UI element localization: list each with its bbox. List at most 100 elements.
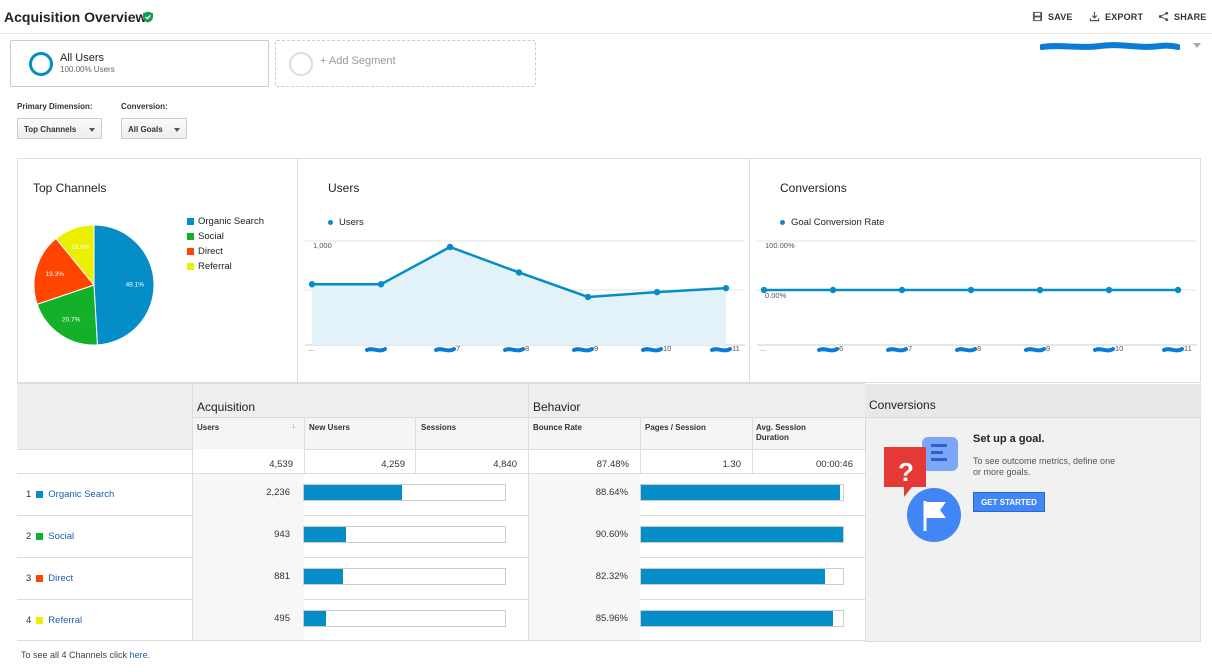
col-header-users[interactable]: Users	[197, 423, 220, 432]
col-header-bounce-rate[interactable]: Bounce Rate	[533, 423, 582, 432]
export-label: EXPORT	[1105, 11, 1144, 22]
x-tick-label: 9	[1046, 344, 1050, 353]
data-point[interactable]	[829, 286, 837, 294]
legend-swatch	[187, 233, 194, 240]
row-index: 3	[26, 573, 32, 584]
segment-empty-ring-icon	[289, 52, 313, 76]
pie-slice-social[interactable]	[36, 284, 98, 346]
bounce-rate-bar-fill	[641, 569, 826, 584]
legend-label: Social	[198, 231, 224, 242]
share-button[interactable]: SHARE	[1158, 11, 1207, 22]
row-users: 495	[274, 613, 290, 624]
total-bounce-rate: 87.48%	[596, 459, 629, 470]
row-users: 881	[274, 571, 290, 582]
date-range-caret-icon[interactable]	[1193, 43, 1201, 48]
legend-swatch	[187, 218, 194, 225]
channel-link[interactable]: Direct	[48, 573, 74, 584]
legend-item: Direct	[187, 244, 264, 259]
pie-slice-referral[interactable]	[55, 224, 95, 287]
conversions-panel-title: Conversions	[869, 398, 936, 412]
y-tick-label: 1,000	[313, 241, 332, 250]
data-point[interactable]	[515, 269, 523, 276]
header-bar	[0, 0, 1212, 34]
channel-table	[17, 383, 865, 641]
data-point[interactable]	[1105, 286, 1113, 294]
pie-slice-direct[interactable]	[33, 237, 95, 305]
acquisition-group-header: Acquisition	[197, 400, 256, 414]
redacted-date-mark	[1162, 347, 1184, 353]
add-segment-button[interactable]: + Add Segment	[275, 40, 536, 87]
export-button[interactable]: EXPORT	[1089, 11, 1143, 22]
sort-desc-icon[interactable]: ↓	[292, 423, 296, 430]
goal-conversion-line-chart[interactable]: 100.00% 0.00%... 6 7 8 9 10 11	[757, 235, 1197, 360]
sessions-bar	[303, 526, 506, 543]
col-header-sessions[interactable]: Sessions	[421, 423, 457, 432]
redacted-date-mark	[1093, 347, 1115, 353]
channel-link[interactable]: Referral	[48, 615, 83, 626]
sessions-bar	[303, 568, 506, 585]
total-avg-duration: 00:00:46	[816, 459, 853, 470]
goal-illustration-icon: ?	[884, 437, 961, 542]
redacted-date-mark	[817, 347, 839, 353]
row-bounce-rate: 85.96%	[595, 613, 628, 624]
row-users: 943	[274, 529, 290, 540]
save-button[interactable]: SAVE	[1032, 11, 1073, 22]
conversions-chart-title: Conversions	[780, 181, 847, 195]
x-tick-label: 10	[663, 344, 671, 353]
segment-name: All Users	[60, 52, 105, 64]
get-started-button[interactable]: GET STARTED	[973, 492, 1045, 512]
pie-slice-organic-search[interactable]	[93, 224, 155, 346]
verified-shield-icon	[143, 11, 153, 23]
sessions-bar-fill	[304, 527, 346, 542]
x-tick-label: 8	[977, 344, 981, 353]
data-point[interactable]	[967, 286, 975, 294]
channel-link[interactable]: Social	[48, 531, 75, 542]
data-point[interactable]	[898, 286, 906, 294]
conversion-dropdown[interactable]: All Goals	[121, 118, 187, 139]
chevron-down-icon	[89, 128, 95, 132]
conversion-legend: Goal Conversion Rate	[780, 217, 884, 228]
conversions-panel-header	[865, 384, 1201, 418]
channel-link[interactable]: Organic Search	[48, 489, 115, 500]
primary-dimension-value: Top Channels	[24, 125, 77, 134]
redacted-date-mark	[365, 347, 387, 353]
data-point[interactable]	[653, 288, 661, 296]
svg-text:?: ?	[898, 457, 914, 487]
segment-all-users[interactable]: All Users 100.00% Users	[10, 40, 269, 87]
behavior-group-header: Behavior	[533, 400, 581, 414]
see-all-channels-link[interactable]: here.	[129, 650, 151, 660]
channel-swatch	[36, 617, 44, 624]
data-point[interactable]	[584, 293, 592, 301]
redacted-date-mark	[1024, 347, 1046, 353]
total-pages-session: 1.30	[722, 459, 742, 470]
date-range-picker[interactable]	[1040, 40, 1180, 54]
col-header-new-users[interactable]: New Users	[309, 423, 350, 432]
bounce-rate-bar-fill	[641, 611, 833, 626]
legend-dot	[780, 220, 785, 225]
primary-dimension-dropdown[interactable]: Top Channels	[17, 118, 102, 139]
segment-subtitle: 100.00% Users	[60, 65, 115, 74]
data-point[interactable]	[1174, 286, 1182, 294]
charts-container	[17, 158, 1201, 383]
table-row: 3 Direct	[26, 573, 73, 584]
segment-ring-icon	[29, 52, 53, 76]
col-header-avg-duration[interactable]: Avg. Session Duration	[756, 423, 806, 442]
primary-dimension-label: Primary Dimension:	[17, 102, 93, 111]
data-point[interactable]	[722, 284, 730, 292]
data-point[interactable]	[308, 281, 316, 288]
data-point[interactable]	[1036, 286, 1044, 294]
row-bounce-rate: 82.32%	[595, 571, 628, 582]
table-row: 2 Social	[26, 531, 74, 542]
users-chart-title: Users	[328, 181, 360, 195]
col-header-pages-session[interactable]: Pages / Session	[645, 423, 706, 432]
legend-label: Organic Search	[198, 216, 265, 227]
total-new-users: 4,259	[381, 459, 405, 470]
x-tick-label: 7	[456, 344, 460, 353]
x-tick-label: 8	[525, 344, 529, 353]
top-channels-pie-chart[interactable]: 49.1% 20.7% 19.3% 10.9%	[30, 221, 158, 349]
data-point[interactable]	[446, 243, 454, 251]
data-point[interactable]	[760, 286, 768, 294]
data-point[interactable]	[377, 281, 385, 288]
sessions-bar-fill	[304, 569, 343, 584]
